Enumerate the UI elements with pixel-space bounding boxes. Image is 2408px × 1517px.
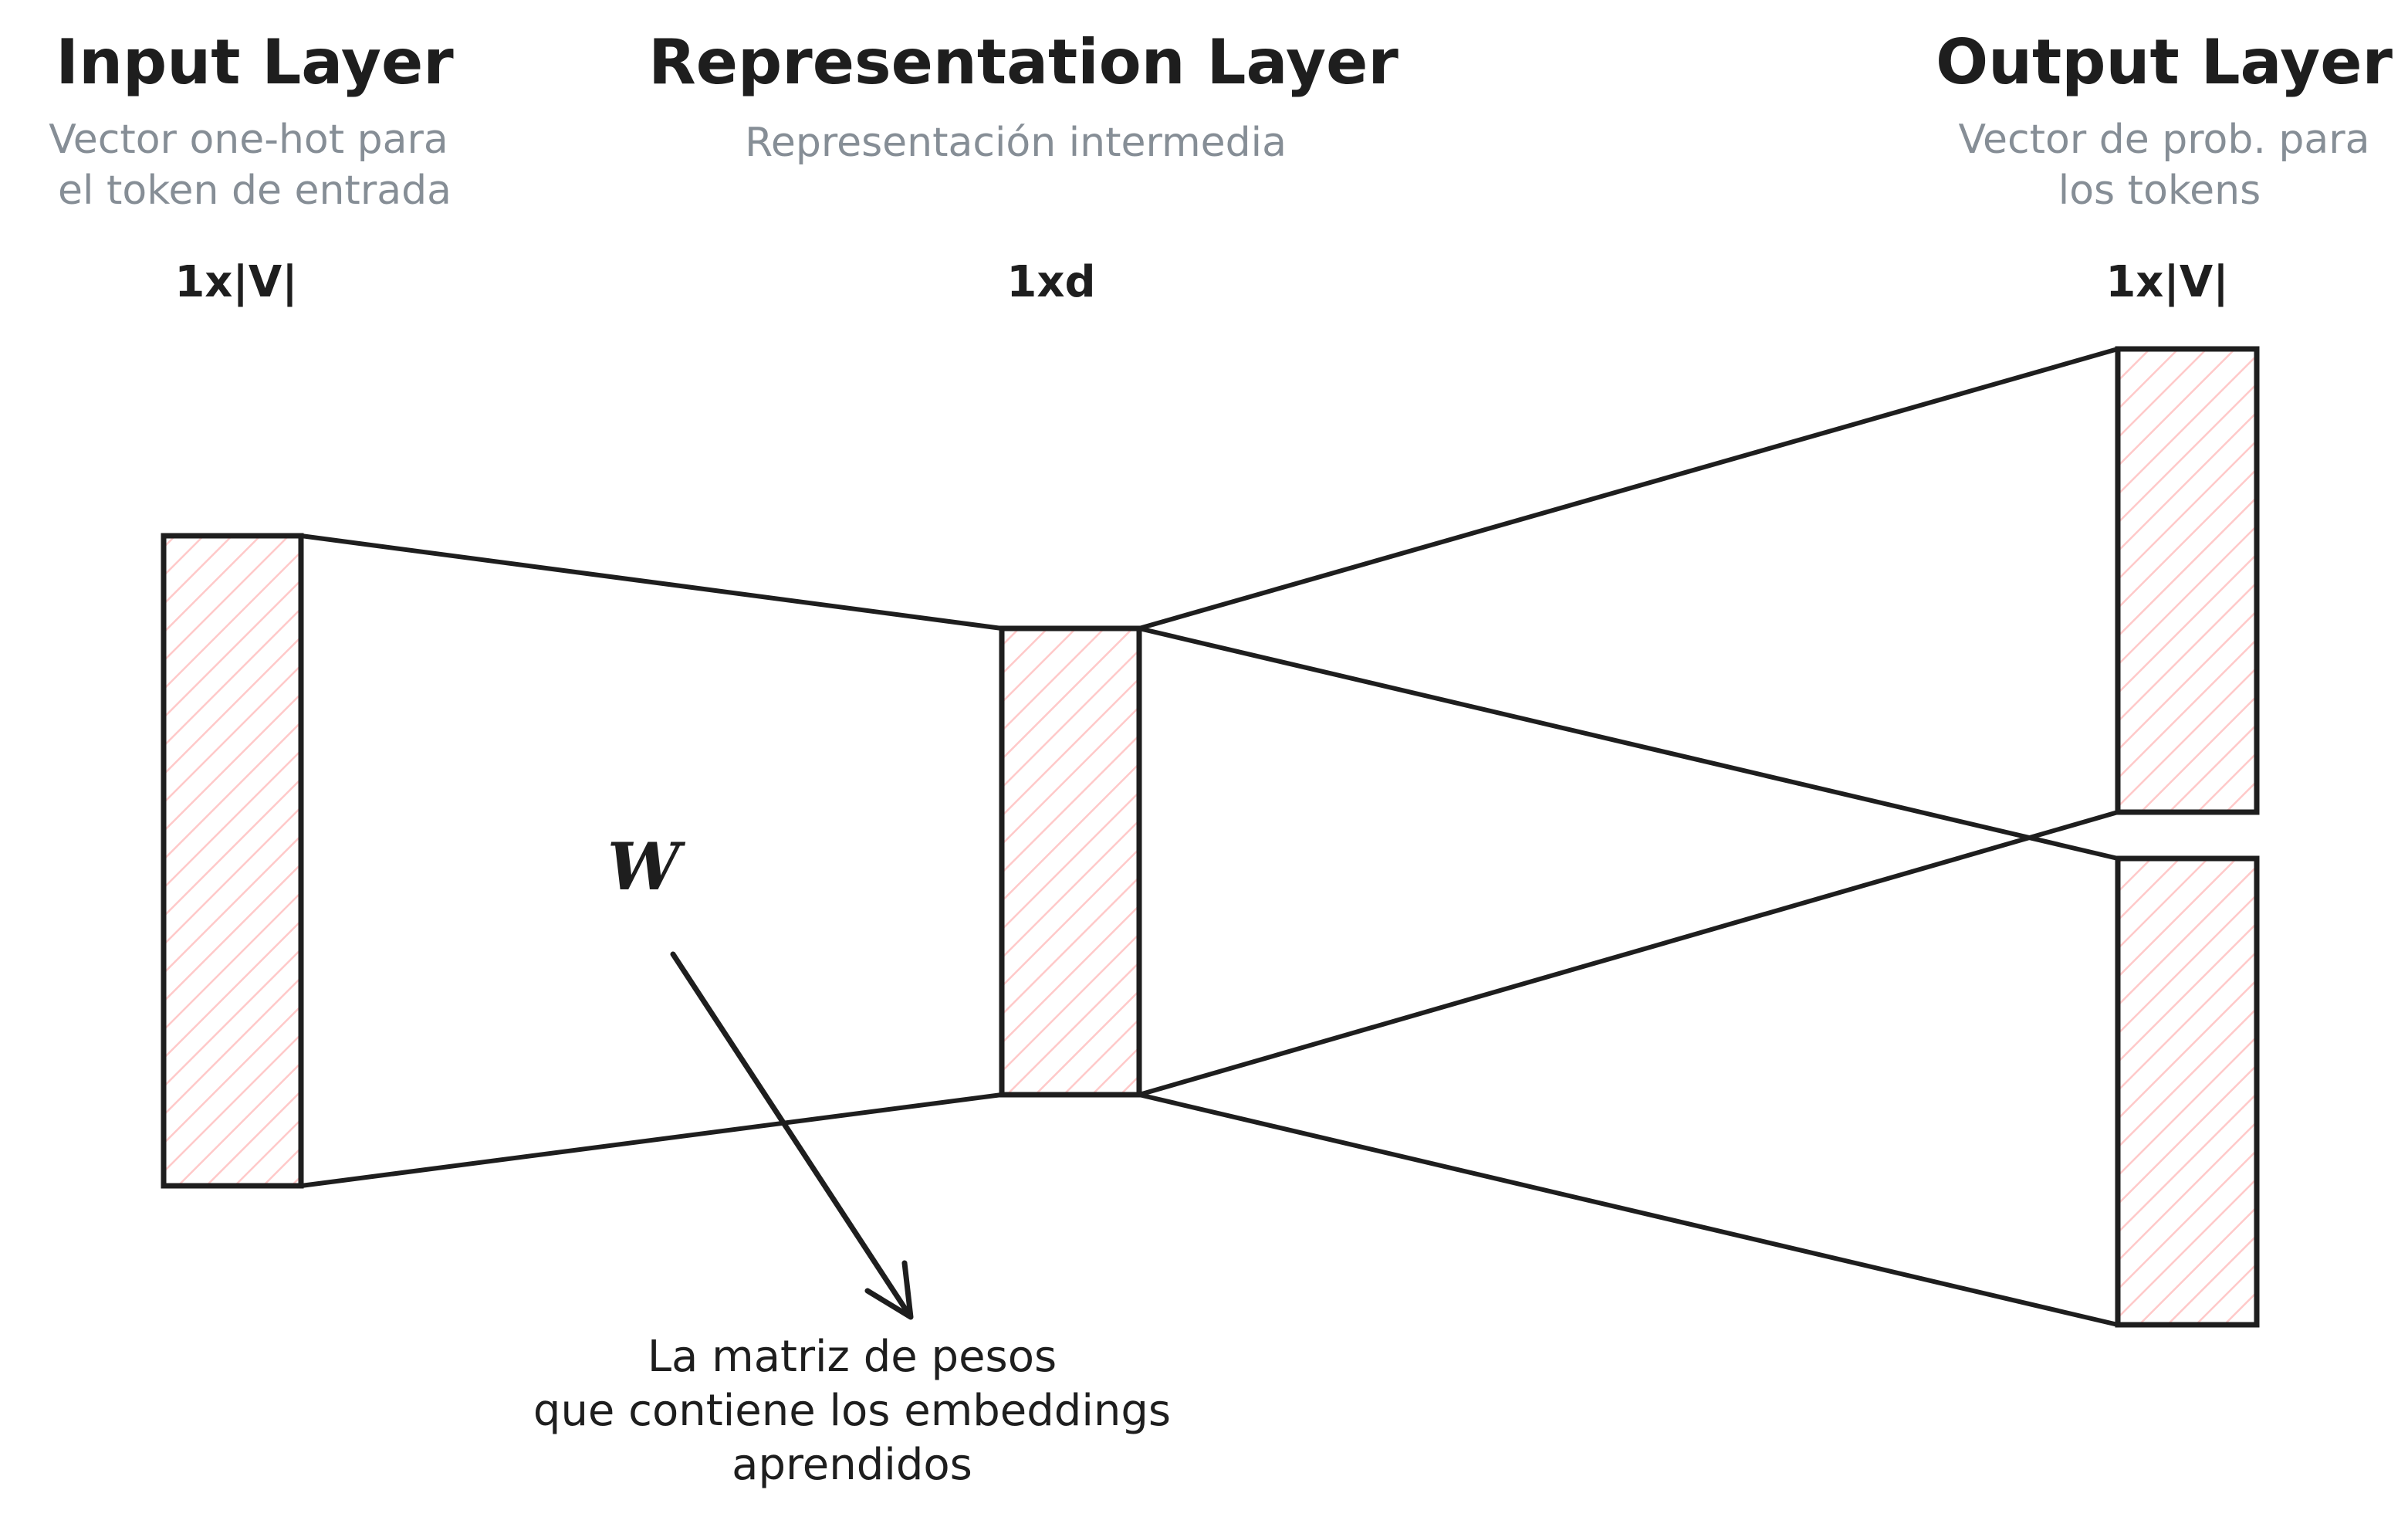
edge-rep-to-output1-bottom xyxy=(1137,810,2120,1097)
edge-input-top xyxy=(299,533,1004,631)
input-layer-subtitle-line1: Vector one-hot para xyxy=(49,117,448,163)
annotation-arrow-shaft xyxy=(670,951,911,1316)
weights-note-line3: aprendidos xyxy=(732,1440,972,1490)
weights-note-line2: que contiene los embeddings xyxy=(533,1386,1171,1436)
representation-layer-subtitle: Representación intermedia xyxy=(745,120,1287,166)
representation-layer-title: Representation Layer xyxy=(648,26,1398,98)
output-layer-title: Output Layer xyxy=(1936,26,2393,98)
annotation-arrow-head-icon xyxy=(864,1260,914,1320)
output-vector-2 xyxy=(2115,855,2260,1328)
edge-input-bottom xyxy=(299,1092,1004,1188)
output-vector-1 xyxy=(2115,346,2260,815)
input-layer-subtitle-line2: el token de entrada xyxy=(58,168,452,214)
weights-note-line1: La matriz de pesos xyxy=(648,1332,1057,1382)
input-layer-dimension: 1x|V| xyxy=(174,257,297,307)
input-layer-title: Input Layer xyxy=(56,26,454,98)
representation-vector xyxy=(999,625,1142,1098)
edge-rep-to-output2-top xyxy=(1137,626,2120,861)
output-layer-dimension: 1x|V| xyxy=(2105,257,2228,307)
weights-label: W xyxy=(607,828,686,905)
output-layer-subtitle-line2: los tokens xyxy=(2058,168,2261,214)
edge-rep-to-output2-bottom xyxy=(1137,1092,2120,1327)
edge-rep-to-output1-top xyxy=(1137,347,2120,631)
input-vector xyxy=(161,533,304,1189)
representation-layer-dimension: 1xd xyxy=(1006,257,1095,307)
output-layer-subtitle-line1: Vector de prob. para xyxy=(1959,117,2370,163)
